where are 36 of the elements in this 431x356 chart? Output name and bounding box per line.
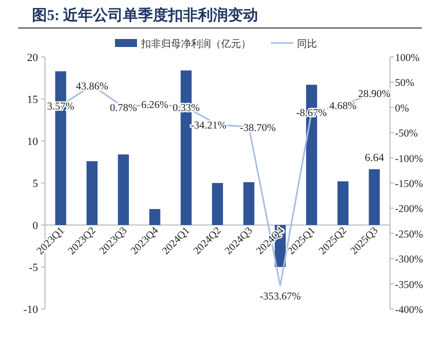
bar [86,161,98,225]
y2-tick-label: -400% [395,305,424,316]
y2-tick-label: -50% [395,128,418,140]
y2-tick-label: -350% [395,280,424,291]
legend-label: 同比 [297,38,317,50]
bar [337,181,348,225]
y2-tick-label: 50% [395,78,414,90]
chart-title: 图5: 近年公司单季度扣非利润变动 [32,6,258,24]
y-tick-label: 0 [32,220,38,232]
y2-tick-label: -250% [395,229,424,240]
bar [368,169,380,225]
y2-tick-label: -150% [395,179,424,190]
y2-tick-label: -200% [395,204,424,216]
data-label: 0.78% [110,103,138,114]
data-label: 4.68% [329,101,357,112]
data-label: 6.64 [364,152,384,164]
y2-tick-label: -300% [395,254,424,266]
bar [118,154,129,225]
bar [243,182,254,225]
y2-tick-label: -100% [395,154,424,165]
data-label: 6.26% [141,100,169,112]
bar [149,209,160,225]
y2-tick-label: 0% [395,103,410,114]
y-tick-label: 15 [27,94,38,106]
y-tick-label: -5 [28,262,38,274]
y2-tick-label: 100% [395,53,420,64]
y-tick-label: -10 [23,304,38,316]
y-tick-label: 5 [32,178,38,190]
data-label: -38.70% [240,122,276,134]
data-label: -353.67% [260,292,302,303]
data-label: 43.86% [76,81,108,92]
legend-label: 扣非归母净利润（亿元） [140,38,251,50]
y-tick-label: 20 [27,52,38,64]
bar [212,183,223,225]
data-label: 28.90% [358,88,391,100]
y-tick-label: 10 [27,136,38,148]
